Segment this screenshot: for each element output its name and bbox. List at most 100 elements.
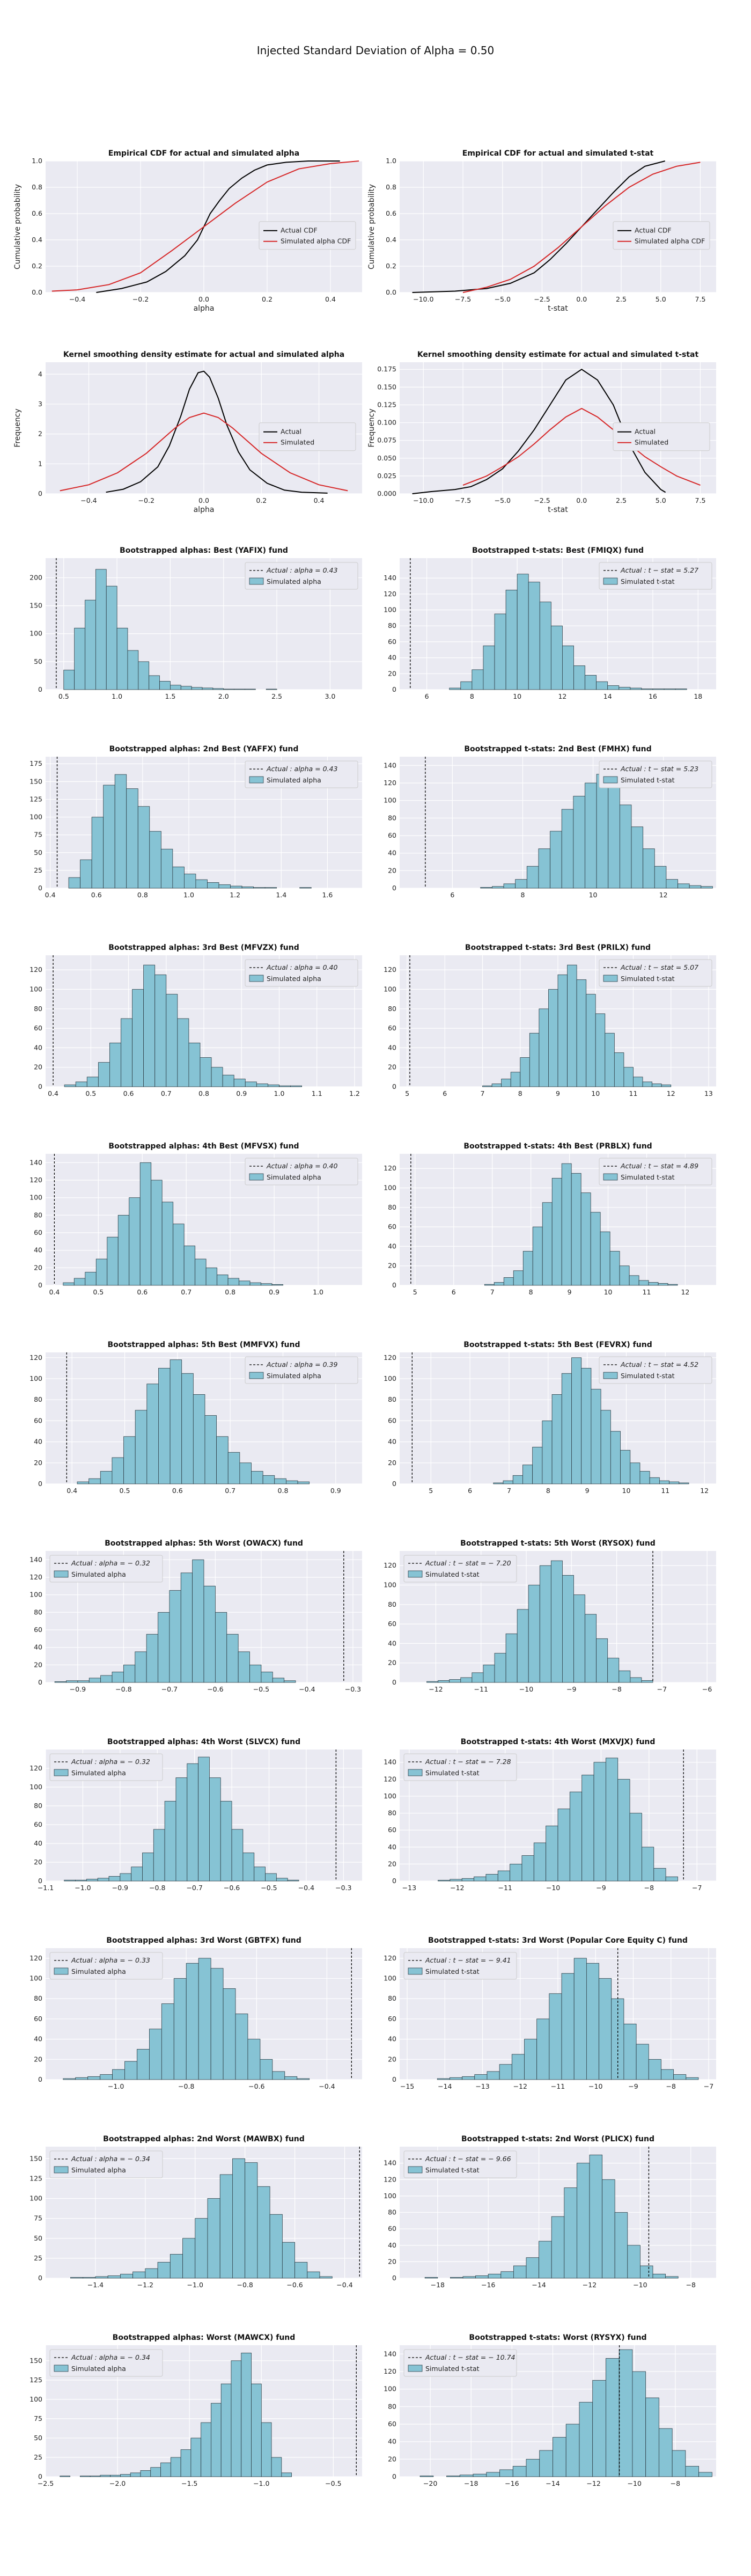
histogram-bar [139,1162,152,1286]
histogram-bar [150,2467,161,2477]
histogram-bar [573,1594,585,1683]
histogram-bar [135,1651,147,1683]
histogram-bar [180,2449,192,2477]
histogram-bar [60,2476,70,2477]
histogram-bar [209,1777,221,1882]
y-tick-label: 175 [30,759,42,767]
legend: Actual : t − stat = 5.07 Simulated t-stat [599,959,712,987]
plot-title: Kernel smoothing density estimate for ac… [63,350,344,359]
histogram-bar [203,1585,216,1683]
histogram-bar [238,1651,250,1683]
histogram-bar [131,1867,143,1882]
histogram-bar [515,879,527,889]
subplot-6: Bootstrapped t-stats: Best (FMIQX) fund 0… [384,546,716,700]
histogram-bar [605,1033,615,1087]
x-tick-label: −0.6 [286,2281,303,2289]
y-tick-label: 20 [388,2257,396,2265]
y-tick-label: 75 [34,2214,42,2222]
x-axis-label: alpha [194,304,215,313]
y-tick-label: 125 [30,795,42,803]
legend-box [245,1356,358,1384]
histogram-bar [103,785,115,889]
histogram-bar [74,627,85,690]
plot-title: Bootstrapped t-stats: 2nd Best (FMHX) fu… [464,745,651,753]
histogram-bar [173,1978,187,2080]
histogram-bar [665,1876,678,1882]
y-tick-label: 80 [388,1203,396,1211]
subplot-12: Bootstrapped t-stats: 4th Best (PRBLX) f… [384,1142,716,1296]
x-tick-label: 1.0 [274,1089,285,1097]
histogram-bar [538,848,550,889]
histogram-bar [483,645,495,690]
legend: Actual : alpha = − 0.33 Simulated alpha [49,1952,163,1980]
legend: Actual : alpha = − 0.32 Simulated alpha [49,1555,163,1583]
histogram-bar [140,2470,151,2477]
histogram-bar [561,1373,572,1484]
histogram-bar [231,1829,244,1882]
histogram-bar [666,879,678,889]
histogram-bar [95,569,107,690]
histogram-bar [486,2472,500,2477]
histogram-bar [279,1085,291,1087]
histogram-bar [473,2473,487,2477]
legend: Actual : t − stat = 4.89 Simulated t-stat [599,1158,712,1185]
y-axis-label: Cumulative probability [367,184,376,269]
histogram-bar [272,1678,285,1683]
histogram-bar [488,2273,502,2279]
y-tick-label: 0 [392,1281,396,1289]
histogram-bar [160,2462,171,2477]
x-tick-label: −0.9 [112,1884,128,1892]
histogram-bar [512,2465,527,2477]
histogram-bar [586,994,596,1087]
x-tick-label: −0.6 [224,1884,240,1892]
histogram-bar [227,1278,239,1286]
histogram-bar [117,1214,130,1286]
x-tick-label: 0.0 [198,496,209,504]
histogram-bar [600,1231,610,1286]
legend: Actual : t − stat = − 9.66 Simulated t-st… [403,2150,517,2178]
histogram-bar [619,2349,633,2477]
x-tick-label: 0.4 [48,1089,58,1097]
y-tick-label: 0.175 [377,365,396,373]
histogram-bar [123,1436,136,1484]
y-tick-label: 100 [384,1792,396,1800]
x-tick-label: 14 [603,692,612,700]
x-tick-label: 0.9 [269,1288,279,1296]
y-tick-label: 0 [392,685,396,693]
histogram-bar [524,2039,538,2080]
x-tick-label: 0.5 [120,1487,130,1495]
histogram-bar [586,1963,599,2080]
histogram-bar [91,817,104,889]
y-tick-label: 0 [392,2075,396,2083]
y-tick-label: 20 [34,2055,42,2063]
y-tick-label: 25 [34,2254,42,2262]
y-tick-label: 0.2 [386,262,396,270]
y-tick-label: 0.100 [377,419,396,427]
histogram-bar [607,1658,620,1683]
y-tick-label: 150 [30,602,42,610]
histogram-bar [630,687,642,690]
x-tick-label: −7.5 [455,496,471,504]
histogram-bar [95,2276,108,2279]
x-tick-label: −8 [666,2082,675,2090]
histogram-bar [645,2397,659,2477]
y-tick-label: 150 [30,2357,42,2365]
y-tick-label: 25 [34,2453,42,2461]
histogram-bar [198,1757,210,1882]
x-tick-label: −8 [644,1884,654,1892]
y-tick-label: 20 [34,1063,42,1071]
histogram-bar [561,1973,575,2080]
y-tick-label: 1.0 [32,157,42,165]
y-tick-label: 80 [388,1395,396,1403]
x-tick-label: 1.1 [312,1089,322,1097]
histogram-bar [173,1224,185,1286]
histogram-bar [98,1062,110,1087]
legend-box [49,1555,163,1583]
histogram-bar [107,2275,121,2279]
histogram-bar [562,645,574,690]
histogram-bar [230,885,242,889]
histogram-bar [450,2277,463,2279]
x-tick-label: 0.4 [314,496,325,504]
legend: Actual : alpha = − 0.32 Simulated alpha [49,1753,163,1781]
legend-label-actual: Actual : alpha = 0.40 [266,963,337,971]
